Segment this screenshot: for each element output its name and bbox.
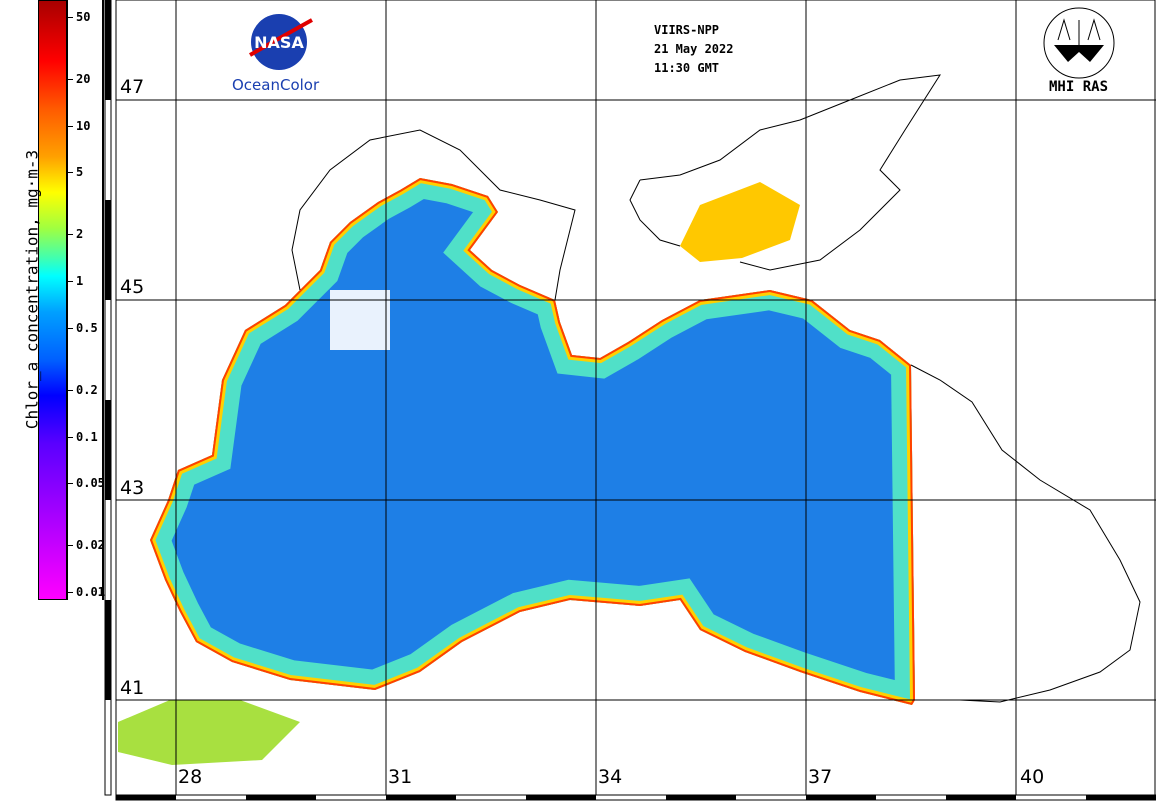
chlorophyll-field-marmara xyxy=(118,700,300,765)
mhi-ras-caption: MHI RAS xyxy=(1049,79,1109,95)
colorbar-tick-label: 0.1 xyxy=(67,430,98,444)
colorbar-tick-label: 10 xyxy=(67,119,90,133)
colorbar xyxy=(38,0,67,600)
colorbar-tick-label: 0.02 xyxy=(67,538,105,552)
colorbar-tick-label: 0.5 xyxy=(67,321,98,335)
colorbar-tick-label: 5 xyxy=(67,165,83,179)
lon-label-34: 34 xyxy=(598,766,623,788)
image-time: 11:30 GMT xyxy=(654,61,720,75)
colorbar-tick-label: 2 xyxy=(67,227,83,241)
colorbar-tick-label: 0.01 xyxy=(67,585,105,599)
lon-label-40: 40 xyxy=(1020,766,1045,788)
mhi-ras-logo xyxy=(1043,7,1115,79)
colorbar-tick-label: 20 xyxy=(67,72,90,86)
nasa-logo: NASA xyxy=(249,14,313,70)
nasa-oceancolor-caption: OceanColor xyxy=(232,76,320,94)
svg-text:NASA: NASA xyxy=(254,33,304,52)
lat-label-43: 43 xyxy=(120,477,145,499)
lon-label-28: 28 xyxy=(178,766,203,788)
sensor-name: VIIRS-NPP xyxy=(654,23,720,37)
chlorophyll-field-black-sea xyxy=(150,178,915,705)
lat-label-41: 41 xyxy=(120,677,145,699)
image-date: 21 May 2022 xyxy=(654,42,734,56)
colorbar-tick-label: 1 xyxy=(67,274,83,288)
chlorophyll-field-azov xyxy=(680,182,800,262)
header-info: VIIRS-NPP 21 May 2022 11:30 GMT xyxy=(654,21,733,78)
lat-label-45: 45 xyxy=(120,276,145,298)
colorbar-frame xyxy=(67,0,104,600)
colorbar-tick-label: 0.05 xyxy=(67,476,105,490)
colorbar-tick-label: 50 xyxy=(67,10,90,24)
lat-label-47: 47 xyxy=(120,76,145,98)
map-frame xyxy=(104,0,1156,801)
graticule xyxy=(116,0,1156,795)
lon-label-31: 31 xyxy=(388,766,413,788)
lon-label-37: 37 xyxy=(808,766,833,788)
colorbar-tick-label: 0.2 xyxy=(67,383,98,397)
